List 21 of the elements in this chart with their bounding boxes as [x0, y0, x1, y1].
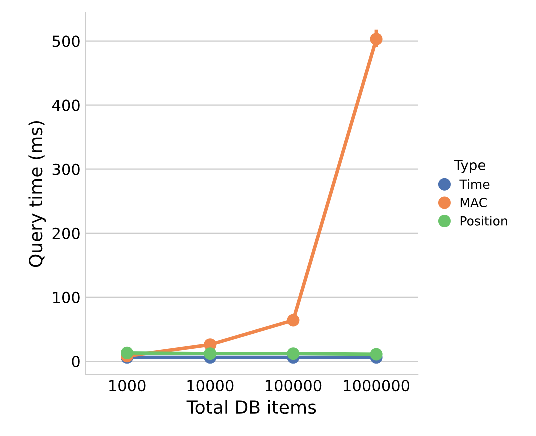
- y-tick-label: 500: [52, 36, 80, 48]
- y-tick-label: 200: [52, 228, 80, 240]
- legend-label: Position: [460, 216, 508, 226]
- x-tick-label: 1000: [110, 380, 146, 392]
- point: [287, 348, 300, 360]
- x-axis-title: Total DB items: [186, 400, 316, 414]
- legend-label: MAC: [460, 198, 487, 208]
- y-tick-label: 100: [53, 292, 80, 304]
- point: [204, 348, 217, 360]
- legend-title: Type: [454, 160, 486, 174]
- y-axis-title: Query time (ms): [28, 121, 46, 268]
- point: [121, 346, 134, 360]
- point: [370, 348, 383, 361]
- legend-label: Time: [460, 179, 490, 190]
- x-tick-label: 10000: [188, 380, 234, 392]
- x-tick-label: 100000: [266, 380, 322, 392]
- point: [287, 314, 300, 327]
- y-tick-label: 300: [52, 164, 80, 176]
- x-tick-label: 1000000: [344, 380, 410, 392]
- y-tick-label: 400: [52, 100, 80, 112]
- y-tick-label: 0: [72, 356, 80, 368]
